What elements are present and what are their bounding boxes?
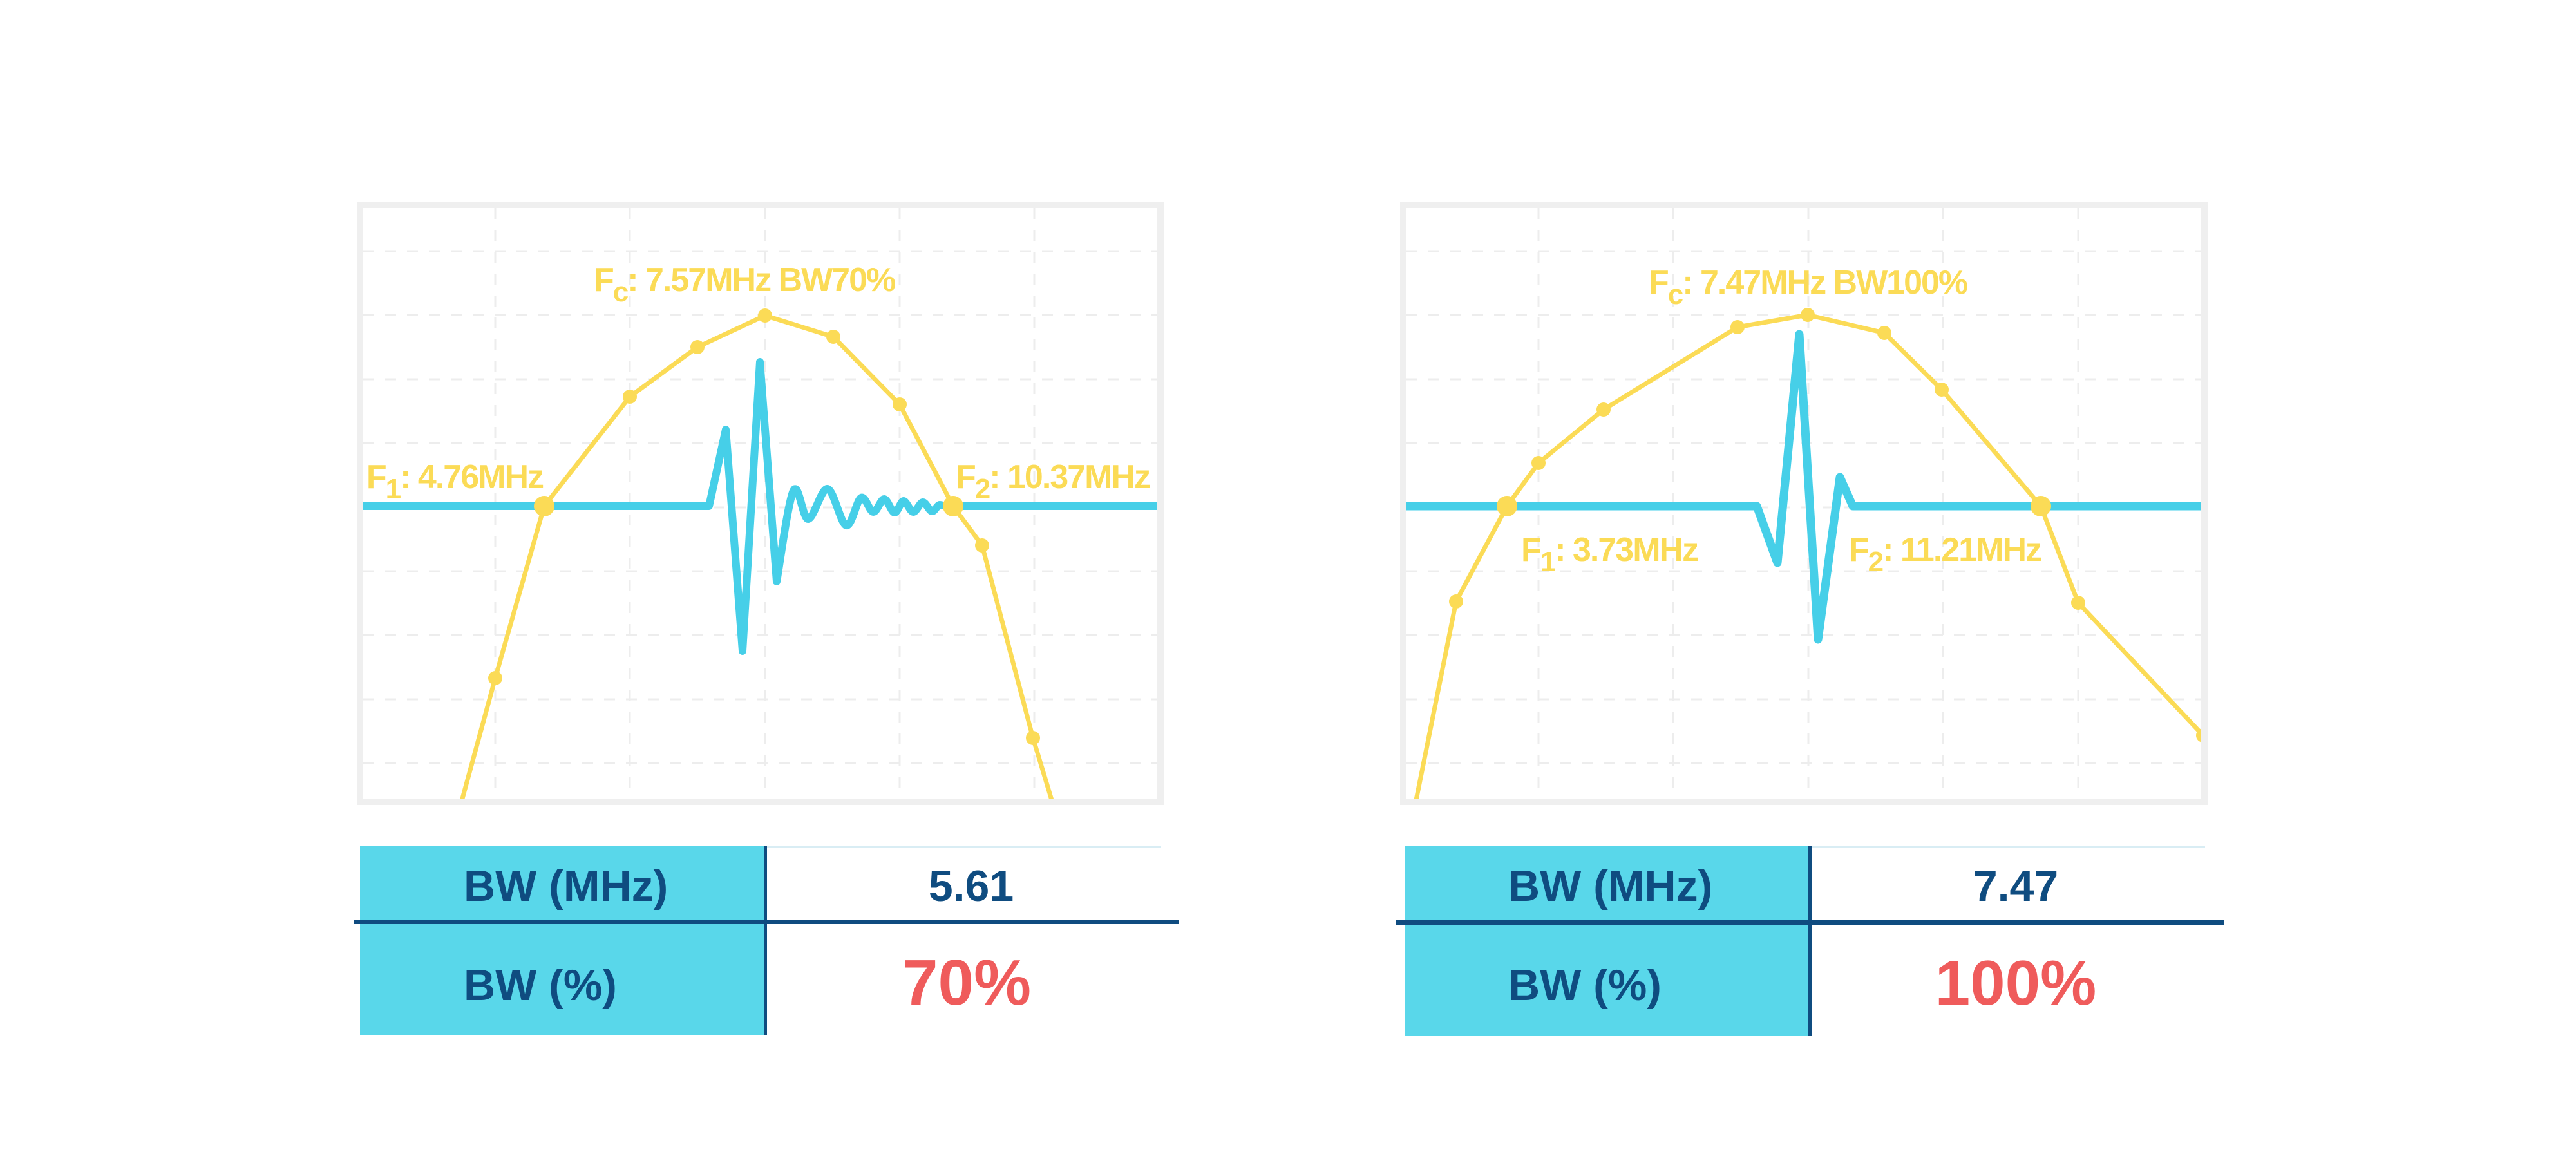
svg-text:BW (%): BW (%) — [1508, 961, 1662, 1010]
svg-text:7.47: 7.47 — [1973, 862, 2058, 911]
svg-text:F2: 11.21MHz: F2: 11.21MHz — [1849, 531, 2041, 578]
svg-text:BW (MHz): BW (MHz) — [464, 862, 668, 911]
svg-text:BW (MHz): BW (MHz) — [1508, 862, 1712, 911]
svg-text:BW (%): BW (%) — [464, 961, 617, 1010]
svg-text:F1: 4.76MHz: F1: 4.76MHz — [366, 459, 544, 505]
svg-text:70%: 70% — [902, 947, 1031, 1019]
svg-text:100%: 100% — [1935, 947, 2097, 1018]
svg-text:5.61: 5.61 — [929, 862, 1014, 911]
